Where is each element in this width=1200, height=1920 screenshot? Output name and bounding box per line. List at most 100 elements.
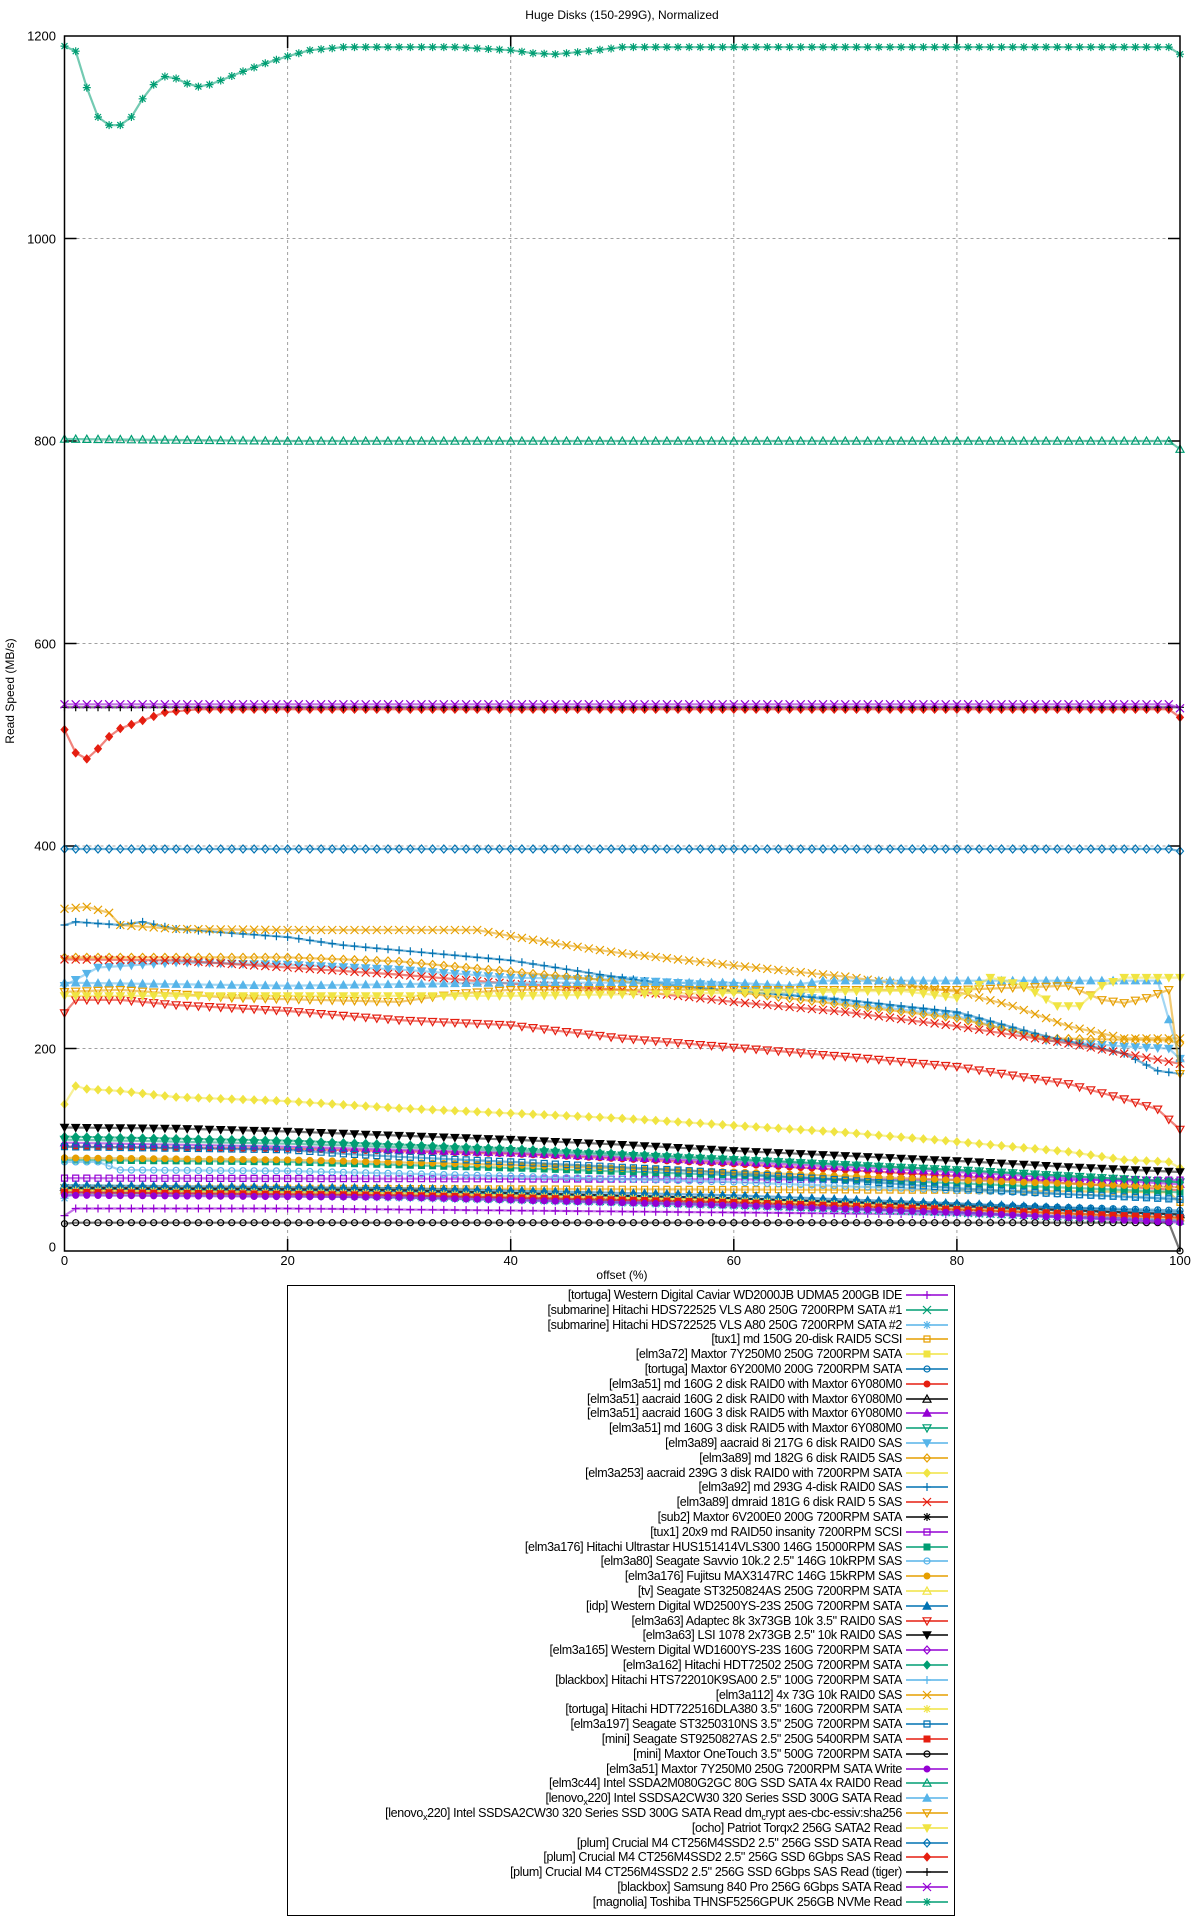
data-point (495, 699, 504, 709)
data-point (707, 958, 716, 968)
data-point (250, 1219, 258, 1227)
data-point (940, 1061, 951, 1071)
data-point (1042, 43, 1051, 52)
data-point (183, 1219, 191, 1227)
data-point (249, 1005, 260, 1015)
data-point (427, 978, 438, 988)
data-point (607, 1175, 615, 1183)
data-point (1042, 1213, 1050, 1221)
data-point (373, 1169, 381, 1177)
data-point (561, 991, 572, 1001)
data-point (639, 1142, 650, 1151)
data-point (1064, 1190, 1073, 1198)
data-point (1031, 1029, 1039, 1038)
data-point (1019, 699, 1029, 709)
legend-label: [elm3a176] Fujitsu MAX3147RC 146G 15kRPM… (624, 1569, 902, 1584)
data-point (808, 1174, 816, 1182)
data-point (1076, 1180, 1084, 1188)
data-point (417, 1175, 426, 1183)
legend-label: [tortuga] Hitachi HDT722516DLA380 3.5" 1… (565, 1702, 902, 1717)
legend-item: [tortuga] Maxtor 6Y200M0 200G 7200RPM SA… (288, 1362, 954, 1376)
data-point (830, 1172, 838, 1180)
data-point (417, 1104, 426, 1115)
data-point (751, 988, 761, 998)
data-point (640, 1150, 649, 1160)
data-point (104, 908, 114, 918)
data-point (1031, 1179, 1039, 1187)
legend-marker-triangle-down-filled-icon (922, 1439, 932, 1449)
data-point (139, 1155, 147, 1163)
data-point (172, 1155, 180, 1163)
data-point (272, 844, 281, 854)
data-point (1008, 1141, 1017, 1152)
data-point (696, 1118, 705, 1129)
data-point (105, 1174, 113, 1182)
data-point (462, 1156, 470, 1164)
legend-swatch (906, 1600, 948, 1610)
data-point (808, 1219, 816, 1227)
data-point (1086, 43, 1095, 52)
legend-label: [elm3a165] Western Digital WD1600YS-23S … (549, 1643, 903, 1658)
data-point (338, 1011, 349, 1021)
data-point (238, 1094, 248, 1105)
data-point (70, 977, 81, 987)
data-point (360, 979, 371, 989)
data-point (193, 434, 204, 445)
data-point (896, 975, 906, 985)
data-point (238, 960, 248, 970)
data-point (440, 1219, 448, 1227)
data-point (484, 1107, 493, 1118)
data-point (941, 43, 950, 52)
y-tick-label: 1000 (27, 231, 56, 246)
data-point (516, 985, 527, 996)
data-point (829, 844, 839, 854)
data-point (1031, 43, 1039, 52)
data-point (417, 1154, 426, 1162)
data-point (573, 1174, 582, 1182)
data-point (527, 1024, 539, 1034)
data-point (540, 1173, 548, 1181)
data-point (706, 989, 717, 999)
data-point (595, 1148, 605, 1158)
data-point (339, 844, 348, 854)
data-point (272, 1095, 281, 1106)
data-point (395, 1205, 404, 1214)
data-point (1142, 1053, 1151, 1063)
data-point (305, 844, 315, 854)
data-point (450, 978, 460, 988)
data-point (1008, 699, 1018, 709)
data-point (808, 1186, 816, 1194)
data-point (808, 1181, 816, 1189)
data-point (930, 699, 940, 709)
data-point (651, 1115, 660, 1126)
data-point (1019, 1168, 1028, 1179)
data-point (652, 1200, 660, 1207)
data-point (696, 1185, 704, 1194)
data-point (763, 1219, 771, 1227)
legend-label: [tortuga] Western Digital Caviar WD2000J… (567, 1288, 902, 1302)
data-point (584, 1147, 593, 1158)
data-point (406, 844, 415, 854)
data-point (562, 1160, 571, 1169)
data-point (862, 1054, 873, 1064)
data-point (940, 1156, 951, 1166)
data-point (729, 1120, 738, 1131)
data-point (382, 435, 394, 445)
data-point (818, 975, 828, 985)
data-point (1063, 435, 1074, 445)
data-point (739, 1044, 751, 1054)
data-point (104, 992, 114, 1001)
data-point (137, 1124, 148, 1134)
data-point (451, 1155, 459, 1164)
data-point (830, 1219, 838, 1227)
data-point (217, 1219, 225, 1227)
data-point (862, 1153, 873, 1162)
data-point (852, 1001, 861, 1012)
series-line (63, 708, 1181, 761)
data-point (662, 43, 671, 52)
data-point (228, 1174, 236, 1183)
data-point (662, 990, 672, 999)
data-point (71, 47, 80, 56)
series-30 (60, 1143, 1184, 1204)
data-point (1020, 1219, 1028, 1227)
